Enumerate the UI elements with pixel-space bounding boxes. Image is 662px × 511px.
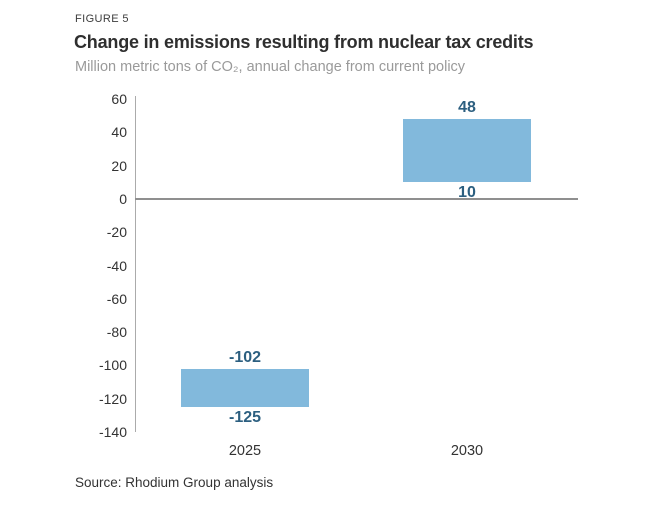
chart-title: Change in emissions resulting from nucle… (74, 32, 534, 52)
source-note: Source: Rhodium Group analysis (75, 475, 274, 490)
y-axis-tick-label: -120 (98, 390, 127, 407)
y-axis-tick-label: -20 (106, 224, 127, 241)
x-axis-category-label: 2030 (450, 443, 484, 459)
y-axis-tick-label: 20 (111, 157, 127, 174)
bar-high-value-label: 48 (458, 98, 476, 116)
y-axis-line (135, 96, 136, 432)
y-axis-tick-label: -80 (106, 324, 127, 341)
y-axis-tick-label: -140 (98, 424, 127, 440)
zero-baseline (135, 197, 578, 200)
y-axis-tick-label: 40 (111, 124, 127, 141)
y-axis-tick-label: -100 (98, 357, 127, 374)
y-axis-tick-label: -60 (106, 290, 127, 307)
y-axis-tick-label: 60 (111, 91, 127, 107)
y-axis-tick-label: 0 (119, 190, 127, 207)
x-axis-category-label: 2025 (228, 443, 262, 459)
range-bar-2030 (403, 118, 531, 183)
range-bar-2025 (181, 368, 309, 407)
bar-high-value-label: -102 (228, 348, 262, 366)
figure-number-label: FIGURE 5 (75, 13, 129, 25)
bar-low-value-label: 10 (458, 184, 476, 202)
bar-low-value-label: -125 (228, 409, 262, 427)
y-axis-tick-label: -40 (106, 257, 127, 274)
chart-subtitle: Million metric tons of CO₂, annual chang… (75, 59, 466, 75)
